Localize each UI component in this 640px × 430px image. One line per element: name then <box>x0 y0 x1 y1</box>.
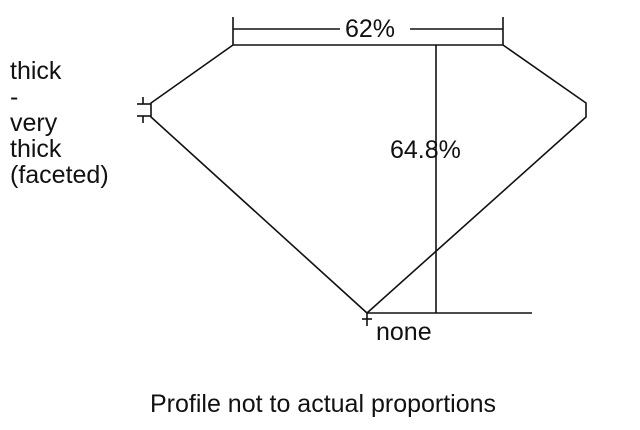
girdle-label-line: very <box>10 109 58 137</box>
girdle-label-line: - <box>10 83 19 111</box>
girdle-thickness-label: thick - very thick (faceted) <box>10 58 109 188</box>
culet-label: none <box>376 318 432 346</box>
table-percentage-label: 62% <box>343 15 398 43</box>
girdle-label-line: (faceted) <box>10 161 109 189</box>
girdle-label-line: thick <box>10 57 62 85</box>
gem-outline <box>150 44 587 315</box>
girdle-label-line: thick <box>10 135 62 163</box>
caption: Profile not to actual proportions <box>150 390 497 418</box>
depth-percentage-label: 64.8% <box>390 136 461 164</box>
